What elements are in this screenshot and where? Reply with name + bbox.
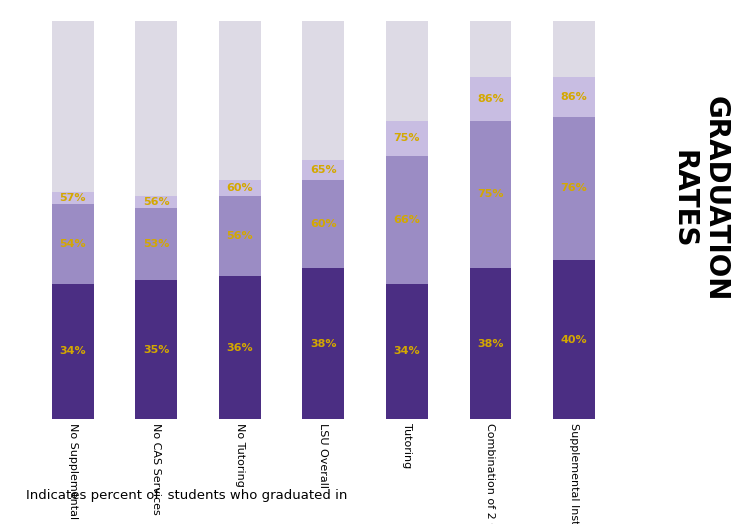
- Bar: [52, 204, 93, 284]
- Text: 66%: 66%: [393, 215, 420, 225]
- Text: 60%: 60%: [226, 183, 253, 193]
- Bar: [52, 284, 93, 419]
- Text: 54%: 54%: [59, 239, 86, 249]
- Text: 38%: 38%: [310, 339, 337, 348]
- Text: GRADUATION
RATES: GRADUATION RATES: [669, 96, 729, 302]
- Text: 65%: 65%: [310, 165, 337, 176]
- Bar: [469, 21, 511, 77]
- Text: 57%: 57%: [59, 193, 86, 203]
- Bar: [135, 196, 177, 208]
- Bar: [135, 21, 177, 196]
- Bar: [302, 180, 344, 268]
- Text: 56%: 56%: [226, 231, 253, 241]
- Bar: [52, 21, 93, 192]
- Bar: [469, 77, 511, 121]
- Bar: [386, 156, 428, 284]
- Text: 40%: 40%: [561, 334, 587, 345]
- Bar: [553, 116, 595, 260]
- Text: 75%: 75%: [478, 189, 504, 199]
- Bar: [553, 21, 595, 77]
- Bar: [553, 77, 595, 116]
- Bar: [219, 276, 261, 419]
- Bar: [386, 284, 428, 419]
- Text: 35%: 35%: [143, 344, 169, 355]
- Text: 38%: 38%: [478, 339, 504, 348]
- Bar: [553, 260, 595, 419]
- Bar: [469, 268, 511, 419]
- Bar: [52, 192, 93, 204]
- Bar: [219, 21, 261, 180]
- Text: 86%: 86%: [477, 94, 504, 104]
- Text: Indicates percent of  students who graduated in: Indicates percent of students who gradua…: [26, 489, 347, 501]
- Text: 34%: 34%: [59, 346, 86, 356]
- Text: 75%: 75%: [393, 134, 420, 144]
- Text: 34%: 34%: [393, 346, 420, 356]
- Text: 36%: 36%: [226, 343, 253, 353]
- Bar: [302, 160, 344, 180]
- Bar: [219, 180, 261, 196]
- Text: 56%: 56%: [143, 197, 169, 207]
- Text: 53%: 53%: [143, 239, 169, 249]
- Bar: [302, 268, 344, 419]
- Bar: [219, 196, 261, 276]
- Bar: [386, 21, 428, 121]
- Text: 86%: 86%: [561, 92, 587, 102]
- Text: 76%: 76%: [561, 183, 587, 193]
- Bar: [469, 121, 511, 268]
- Bar: [135, 280, 177, 419]
- Bar: [135, 208, 177, 280]
- Text: 60%: 60%: [310, 219, 337, 229]
- Bar: [386, 121, 428, 156]
- Bar: [302, 21, 344, 160]
